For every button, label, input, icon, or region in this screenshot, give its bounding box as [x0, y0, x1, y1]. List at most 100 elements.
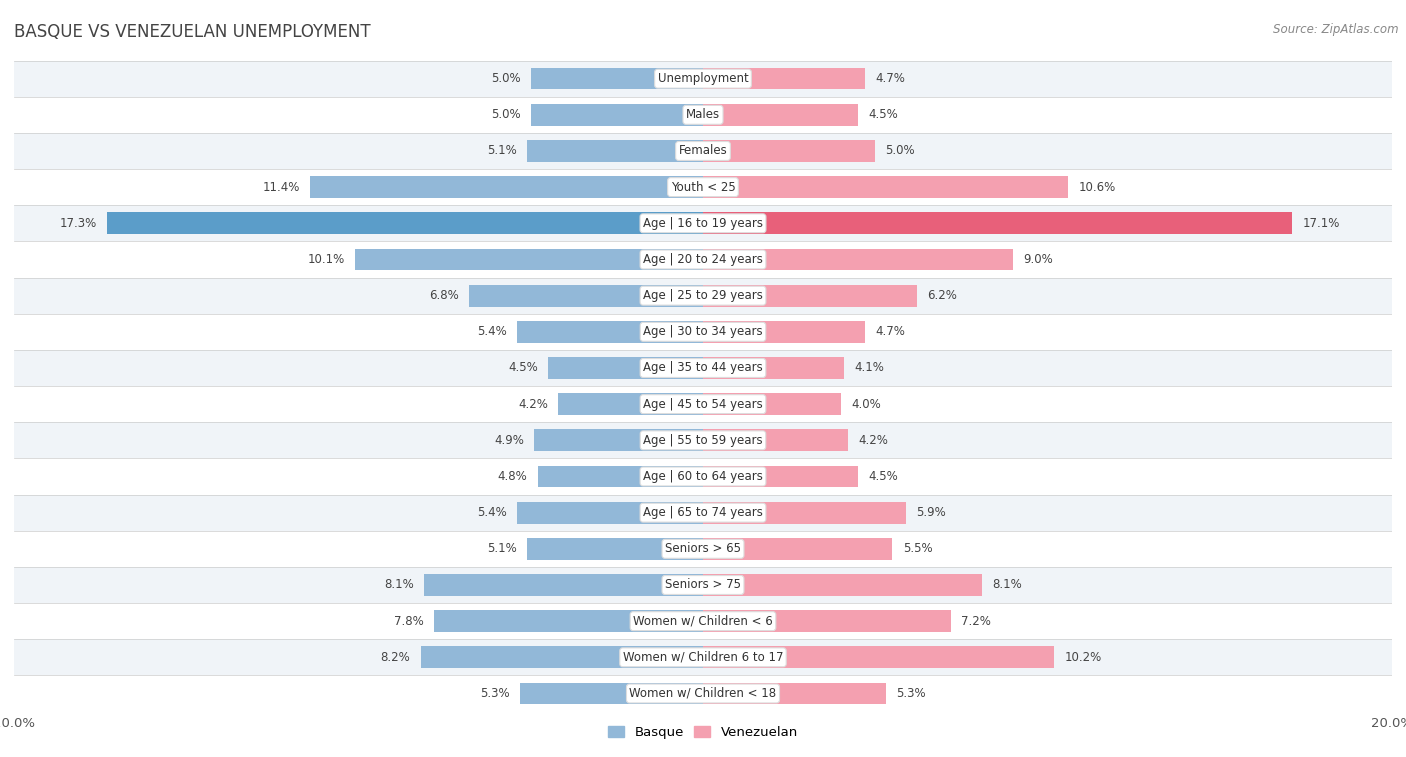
Bar — [703, 502, 907, 524]
Text: Age | 60 to 64 years: Age | 60 to 64 years — [643, 470, 763, 483]
Text: Source: ZipAtlas.com: Source: ZipAtlas.com — [1274, 23, 1399, 36]
Bar — [703, 357, 844, 378]
Bar — [703, 394, 841, 415]
Bar — [14, 603, 1392, 639]
Text: 5.1%: 5.1% — [488, 542, 517, 556]
Text: 17.3%: 17.3% — [59, 217, 97, 230]
Bar — [14, 459, 1392, 494]
Text: 8.1%: 8.1% — [384, 578, 413, 591]
Text: 4.2%: 4.2% — [858, 434, 887, 447]
Text: BASQUE VS VENEZUELAN UNEMPLOYMENT: BASQUE VS VENEZUELAN UNEMPLOYMENT — [14, 23, 371, 41]
Text: Age | 45 to 54 years: Age | 45 to 54 years — [643, 397, 763, 410]
Text: Age | 16 to 19 years: Age | 16 to 19 years — [643, 217, 763, 230]
Bar — [14, 97, 1392, 133]
Bar — [14, 675, 1392, 712]
Text: 5.4%: 5.4% — [477, 506, 506, 519]
Bar — [537, 466, 703, 488]
Bar — [703, 538, 893, 559]
Bar — [703, 285, 917, 307]
Bar — [527, 140, 703, 162]
Bar — [14, 422, 1392, 459]
Text: 4.0%: 4.0% — [851, 397, 882, 410]
Text: 7.2%: 7.2% — [962, 615, 991, 628]
Text: Age | 30 to 34 years: Age | 30 to 34 years — [643, 326, 763, 338]
Bar — [14, 61, 1392, 97]
Bar — [14, 386, 1392, 422]
Text: Males: Males — [686, 108, 720, 121]
Bar — [107, 213, 703, 234]
Text: 10.6%: 10.6% — [1078, 181, 1116, 194]
Bar — [14, 169, 1392, 205]
Bar — [703, 466, 858, 488]
Bar — [703, 68, 865, 89]
Text: 4.7%: 4.7% — [875, 72, 905, 85]
Text: Women w/ Children < 6: Women w/ Children < 6 — [633, 615, 773, 628]
Bar — [425, 574, 703, 596]
Text: 4.1%: 4.1% — [855, 362, 884, 375]
Text: 7.8%: 7.8% — [394, 615, 425, 628]
Bar — [14, 639, 1392, 675]
Text: 8.2%: 8.2% — [381, 651, 411, 664]
Bar — [517, 502, 703, 524]
Bar — [558, 394, 703, 415]
Bar — [468, 285, 703, 307]
Text: 4.5%: 4.5% — [869, 470, 898, 483]
Text: Youth < 25: Youth < 25 — [671, 181, 735, 194]
Bar — [703, 248, 1012, 270]
Text: 9.0%: 9.0% — [1024, 253, 1053, 266]
Text: 4.5%: 4.5% — [869, 108, 898, 121]
Bar — [531, 104, 703, 126]
Bar — [14, 241, 1392, 278]
Text: 6.8%: 6.8% — [429, 289, 458, 302]
Bar — [14, 567, 1392, 603]
Text: 4.9%: 4.9% — [494, 434, 524, 447]
Text: 11.4%: 11.4% — [263, 181, 299, 194]
Bar — [703, 140, 875, 162]
Text: Age | 25 to 29 years: Age | 25 to 29 years — [643, 289, 763, 302]
Text: Women w/ Children 6 to 17: Women w/ Children 6 to 17 — [623, 651, 783, 664]
Bar — [14, 313, 1392, 350]
Bar — [14, 531, 1392, 567]
Bar — [356, 248, 703, 270]
Bar — [311, 176, 703, 198]
Bar — [14, 278, 1392, 313]
Text: 4.5%: 4.5% — [508, 362, 537, 375]
Text: 8.1%: 8.1% — [993, 578, 1022, 591]
Legend: Basque, Venezuelan: Basque, Venezuelan — [603, 721, 803, 744]
Bar — [703, 429, 848, 451]
Text: Women w/ Children < 18: Women w/ Children < 18 — [630, 687, 776, 700]
Bar — [534, 429, 703, 451]
Text: Unemployment: Unemployment — [658, 72, 748, 85]
Text: 5.3%: 5.3% — [481, 687, 510, 700]
Bar — [434, 610, 703, 632]
Bar — [14, 205, 1392, 241]
Text: 6.2%: 6.2% — [927, 289, 956, 302]
Bar — [548, 357, 703, 378]
Bar — [420, 646, 703, 668]
Text: Age | 20 to 24 years: Age | 20 to 24 years — [643, 253, 763, 266]
Bar — [703, 574, 981, 596]
Text: 5.3%: 5.3% — [896, 687, 925, 700]
Text: Seniors > 75: Seniors > 75 — [665, 578, 741, 591]
Bar — [703, 104, 858, 126]
Text: 5.0%: 5.0% — [491, 108, 520, 121]
Text: 4.2%: 4.2% — [519, 397, 548, 410]
Text: Seniors > 65: Seniors > 65 — [665, 542, 741, 556]
Text: 5.5%: 5.5% — [903, 542, 932, 556]
Bar — [520, 683, 703, 704]
Text: 5.4%: 5.4% — [477, 326, 506, 338]
Text: 5.0%: 5.0% — [491, 72, 520, 85]
Text: Age | 55 to 59 years: Age | 55 to 59 years — [643, 434, 763, 447]
Text: 10.2%: 10.2% — [1064, 651, 1102, 664]
Text: 5.9%: 5.9% — [917, 506, 946, 519]
Text: 4.8%: 4.8% — [498, 470, 527, 483]
Bar — [703, 321, 865, 343]
Bar — [703, 213, 1292, 234]
Bar — [14, 133, 1392, 169]
Bar — [527, 538, 703, 559]
Text: Age | 65 to 74 years: Age | 65 to 74 years — [643, 506, 763, 519]
Bar — [14, 350, 1392, 386]
Text: 17.1%: 17.1% — [1302, 217, 1340, 230]
Bar — [531, 68, 703, 89]
Text: 4.7%: 4.7% — [875, 326, 905, 338]
